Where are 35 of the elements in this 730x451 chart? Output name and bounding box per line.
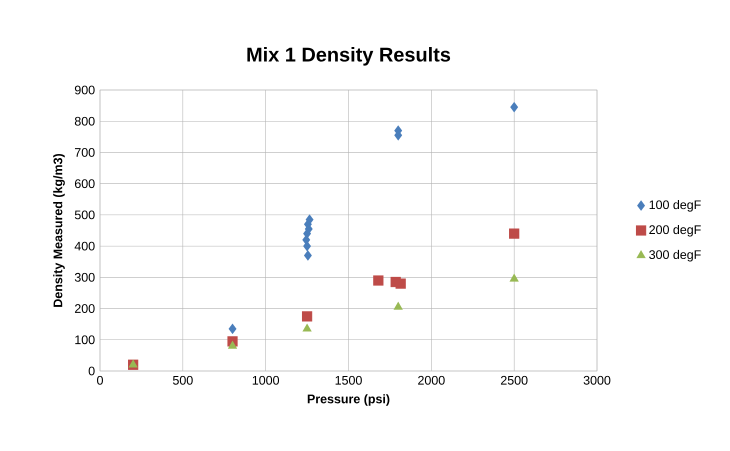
x-tick-label: 2000	[418, 376, 445, 385]
legend-label: 100 degF	[650, 200, 701, 212]
point	[128, 360, 138, 368]
x-tick-label: 1000	[252, 376, 280, 385]
y-tick-label: 900	[74, 86, 95, 94]
legend-label: 300 degF	[649, 250, 701, 262]
point	[302, 311, 312, 322]
y-tick-label: 400	[74, 242, 95, 251]
point	[302, 324, 312, 332]
chart-title: Mix 1 Density Results	[247, 47, 450, 66]
point	[510, 274, 519, 282]
point	[394, 302, 403, 310]
point	[509, 228, 520, 239]
x-tick-label: 500	[172, 376, 193, 385]
point	[228, 324, 236, 334]
x-tick-label: 0	[97, 376, 103, 385]
y-tick-label: 600	[74, 179, 95, 188]
y-tick-label: 700	[74, 148, 95, 157]
y-axis-title: Density Measured (kg/m3)	[53, 154, 65, 307]
x-tick-label: 3000	[584, 376, 610, 385]
y-tick-label: 800	[74, 116, 95, 126]
point	[228, 340, 238, 349]
y-tick-label: 100	[75, 335, 95, 344]
y-tick-label: 0	[88, 366, 95, 376]
legend-label: 200 degF	[649, 224, 701, 237]
point	[396, 278, 406, 289]
x-tick-label: 2500	[500, 376, 528, 385]
point	[304, 250, 312, 261]
y-tick-label: 300	[74, 272, 95, 282]
point	[373, 275, 384, 286]
y-tick-label: 500	[74, 210, 95, 220]
y-tick-label: 200	[74, 304, 95, 313]
x-axis-title: Pressure (psi)	[308, 394, 390, 406]
x-tick-label: 1500	[336, 376, 362, 385]
point	[510, 102, 518, 112]
